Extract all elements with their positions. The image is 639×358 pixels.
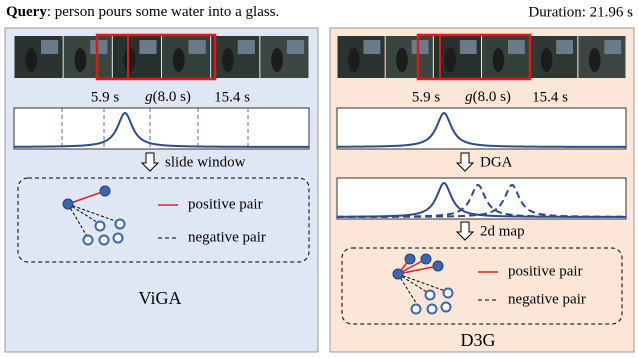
frame-person [541, 48, 553, 72]
step-label: 2d map [480, 223, 525, 239]
query-label: Query [6, 4, 47, 20]
frame-window [460, 40, 477, 54]
frame-person [348, 48, 360, 72]
glance-value: (8.0 s) [473, 89, 511, 105]
frame-person [124, 48, 136, 72]
frame-window [508, 40, 525, 54]
frame-person [396, 48, 408, 72]
curve-box [337, 178, 626, 219]
frame-window [556, 40, 573, 54]
curve-box [337, 108, 626, 149]
frame-person [271, 48, 283, 72]
frame-window [41, 40, 58, 54]
frame-window [604, 40, 621, 54]
frame-person [25, 48, 37, 72]
step-label: slide window [165, 154, 246, 170]
query-text: : person pours some water into a glass. [47, 4, 279, 20]
start-time: 5.9 s [91, 89, 120, 105]
frame-window [139, 40, 156, 54]
glance-value: (8.0 s) [153, 89, 191, 105]
frame-window [287, 40, 304, 54]
end-time: 15.4 s [214, 89, 250, 105]
glance-time: g(8.0 s) [145, 89, 191, 105]
frame-person [493, 48, 505, 72]
step-label: DGA [480, 154, 513, 170]
negative-label: negative pair [508, 291, 586, 307]
frame-person [74, 48, 86, 72]
frame-person [589, 48, 601, 72]
positive-label: positive pair [508, 263, 583, 279]
negative-label: negative pair [188, 229, 266, 245]
end-time: 15.4 s [532, 89, 568, 105]
frame-window [412, 40, 429, 54]
figure: Query: person pours some water into a gl… [0, 0, 639, 358]
frame-person [444, 48, 456, 72]
frame-window [189, 40, 206, 54]
glance-time: g(8.0 s) [465, 89, 511, 105]
start-time: 5.9 s [412, 89, 441, 105]
frame-window [238, 40, 255, 54]
curve-box [14, 108, 309, 149]
frame-window [90, 40, 107, 54]
duration: Duration: 21.96 s [528, 4, 633, 20]
method-name: ViGA [139, 288, 182, 308]
method-name: D3G [461, 330, 496, 350]
frame-person [173, 48, 185, 72]
query-line: Query: person pours some water into a gl… [6, 4, 279, 20]
frame-person [222, 48, 234, 72]
positive-label: positive pair [188, 196, 263, 212]
frame-window [363, 40, 380, 54]
